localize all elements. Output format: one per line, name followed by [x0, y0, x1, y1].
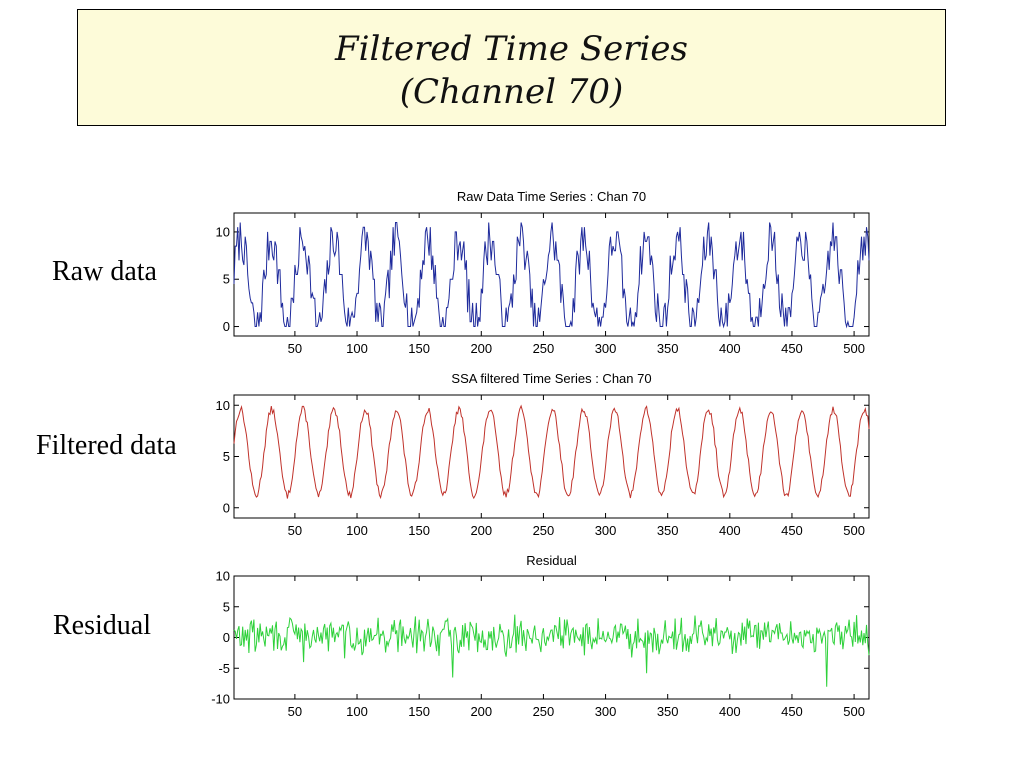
x-tick-label: 250: [533, 704, 555, 719]
x-tick-label: 400: [719, 523, 741, 538]
x-tick-label: 200: [470, 704, 492, 719]
plot-frame-1: [233, 394, 870, 519]
slide-title-line-1: Filtered Time Series: [335, 29, 688, 69]
x-tick-label: 150: [408, 523, 430, 538]
y-tick-label: 5: [223, 449, 230, 464]
x-tick-label: 500: [843, 523, 865, 538]
x-tick-label: 200: [470, 523, 492, 538]
y-tick-label: -5: [218, 661, 230, 676]
series-line-2: [233, 614, 870, 687]
x-tick-label: 150: [408, 341, 430, 356]
x-tick-label: 50: [288, 523, 302, 538]
x-tick-label: 250: [533, 341, 555, 356]
series-line-0: [233, 222, 870, 329]
slide-title-line-2: (Channel 70): [399, 72, 624, 112]
x-tick-label: 300: [595, 523, 617, 538]
x-tick-label: 100: [346, 704, 368, 719]
y-tick-label: 10: [216, 569, 230, 584]
x-tick-label: 500: [843, 704, 865, 719]
y-tick-label: 10: [216, 398, 230, 413]
x-tick-label: 300: [595, 704, 617, 719]
plot-title-1: SSA filtered Time Series : Chan 70: [451, 371, 651, 386]
raw-data-label: Raw data: [52, 256, 157, 287]
plot-frame-0: [233, 212, 870, 337]
x-tick-label: 450: [781, 704, 803, 719]
x-tick-label: 50: [288, 341, 302, 356]
x-tick-label: 150: [408, 704, 430, 719]
x-tick-label: 50: [288, 704, 302, 719]
x-tick-label: 450: [781, 523, 803, 538]
residual-label: Residual: [53, 610, 151, 641]
x-tick-label: 400: [719, 341, 741, 356]
y-tick-label: 0: [223, 319, 230, 334]
plot-title-0: Raw Data Time Series : Chan 70: [457, 189, 646, 204]
x-tick-label: 100: [346, 523, 368, 538]
x-tick-label: 200: [470, 341, 492, 356]
x-tick-label: 500: [843, 341, 865, 356]
filtered-data-label: Filtered data: [36, 430, 177, 461]
series-line-1: [233, 404, 870, 500]
x-tick-label: 100: [346, 341, 368, 356]
x-tick-label: 350: [657, 523, 679, 538]
x-tick-label: 350: [657, 704, 679, 719]
y-tick-label: 5: [223, 599, 230, 614]
slide-title-box: Filtered Time Series (Channel 70): [77, 9, 946, 126]
x-tick-label: 400: [719, 704, 741, 719]
x-tick-label: 250: [533, 523, 555, 538]
x-tick-label: 350: [657, 341, 679, 356]
y-tick-label: 10: [216, 224, 230, 239]
y-tick-label: 0: [223, 500, 230, 515]
y-tick-label: 0: [223, 630, 230, 645]
y-tick-label: 5: [223, 272, 230, 287]
x-tick-label: 300: [595, 341, 617, 356]
plot-title-2: Residual: [526, 553, 577, 568]
x-tick-label: 450: [781, 341, 803, 356]
y-tick-label: -10: [211, 692, 230, 707]
